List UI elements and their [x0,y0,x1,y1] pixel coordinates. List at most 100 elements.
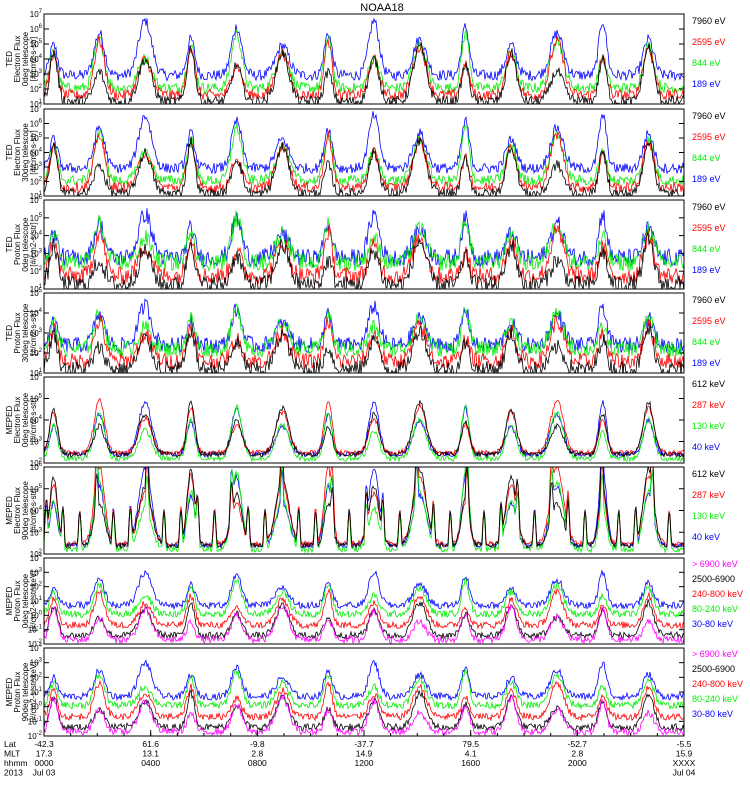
y-tick-label: 106 [30,195,43,205]
y-tick-label: 105 [30,39,43,49]
panel-4-legend-entry: 189 eV [692,358,721,368]
y-tick-label: 10-1 [28,625,43,635]
y-tick-label: 102 [30,549,43,559]
y-tick-label: 106 [30,119,43,129]
panel-1-series-black [44,41,684,104]
panel-1-ylabel-line: 0deg telescope [21,31,30,86]
panel-8-ylabel-line: 90deg telescope [21,662,30,721]
x-tick-label: -42.3 [34,739,54,749]
panel-4-ylabel-line: [#/cm2-s-str] [29,311,38,355]
panel-5-legend-entry: 40 keV [692,442,720,452]
panel-7-legend-entry: 2500-6900 [692,574,735,584]
x-tick-label: 1600 [461,758,480,768]
panel-1-ylabel-line: TED [5,51,14,67]
panel-8-series-green [44,668,684,711]
y-tick-label: 101 [30,687,43,697]
x-tick-label: 13.1 [142,749,159,759]
panel-8-ylabel-line: Proton Flux [13,672,22,713]
panel-2-legend-entry: 844 eV [692,153,721,163]
panel-2-legend-entry: 189 eV [692,174,721,184]
panel-2-ylabel-line: 30deg telescope [21,123,30,182]
panel-5-ylabel-line: [#/cm2-s-str] [29,398,38,442]
panel-2-legend-entry: 7960 eV [692,111,726,121]
panel-4-ylabel-line: TED [5,325,14,341]
y-tick-label: 104 [30,415,43,425]
panel-6-ylabel-line: 90deg telescope [21,481,30,540]
y-tick-label: 102 [30,84,43,94]
panel-7-series-red [44,588,684,630]
y-tick-label: 105 [30,133,43,143]
y-tick-label: 101 [30,596,43,606]
panel-4-traces [44,298,684,373]
panel-8-series-blue [44,659,684,702]
y-tick-label: 10-1 [28,716,43,726]
panel-7: 10-2 10-1 100 101 102 103 104 MEPED Proton Flux 0… [5,553,743,649]
y-tick-label: 103 [30,527,43,537]
panel-2-series-blue [44,111,684,175]
panel-7-legend-entry: 80-240 keV [692,604,738,614]
panel-4-ylabel-line: Proton Flux [13,313,22,354]
panel-1: 101 102 103 104 105 106 107 TED Electron Flux 0de… [5,9,726,109]
x-tick-label: -52.7 [568,739,588,749]
y-tick-label: 105 [30,213,43,223]
chart-title: NOAA18 [360,2,403,14]
panel-2-frame [43,108,685,197]
panel-7-ylabel-line: 0deg telescope [21,573,30,628]
x-tick-label: -5.5 [677,739,692,749]
panel-6-ylabel-line: Electron Flux [13,487,22,534]
y-tick-label: 101 [30,368,43,378]
panels-group: 101 102 103 104 105 106 107 TED Electron Flux 0de… [5,9,743,741]
x-tick-label: Jul 04 [673,768,696,778]
x-tick-label: -37.7 [354,739,374,749]
panel-7-series-magenta [44,603,684,644]
y-tick-label: 105 [30,484,43,494]
panel-6-series-black [44,467,684,550]
y-tick-label: 103 [30,658,43,668]
panel-2-series-red [44,129,684,194]
x-tick-label: 0400 [141,758,160,768]
panel-4: 101 102 103 104 105 TED Proton Flux 30deg teles… [5,288,726,378]
panel-4-frame [43,292,685,374]
panel-3-series-black [44,232,684,289]
panel-7-ylabel-line: Proton Flux [13,581,22,622]
y-tick-label: 10-2 [28,731,43,741]
y-tick-label: 107 [30,9,43,19]
panel-6-traces [44,467,684,554]
panel-5-series-black [44,399,684,459]
x-tick-label: Jul 03 [33,768,56,778]
x-tick-label: 2.8 [251,749,263,759]
y-tick-label: 103 [30,162,43,172]
x-tick-label: 4.1 [465,749,477,759]
panel-6-ylabel-line: [#/cm2-s-str] [29,488,38,532]
x-row-label: MLT [4,749,20,759]
panel-1-series-red [44,35,684,102]
y-tick-label: 104 [30,231,43,241]
y-tick-label: 101 [30,191,43,201]
panel-4-legend-entry: 7960 eV [692,295,726,305]
x-tick-label: 0800 [248,758,267,768]
panel-7-legend-entry: 30-80 keV [692,619,733,629]
panel-5-legend-entry: 612 keV [692,379,725,389]
panel-6-legend-entry: 130 keV [692,511,725,521]
panel-5-ylabel-line: MEPED [5,406,14,435]
panel-8-legend-entry: 30-80 keV [692,709,733,719]
panel-1-traces [44,17,684,104]
panel-8-series-black [44,689,684,733]
panel-8-ylabel-line: [#/cm2-s-str-keV] [29,662,38,723]
panel-8-ylabel-line: MEPED [5,678,14,707]
y-tick-label: 106 [30,372,43,382]
panel-5-traces [44,397,684,463]
panel-3-legend-entry: 189 eV [692,265,721,275]
x-tick-label: 14.9 [356,749,373,759]
panel-2-legend-entry: 2595 eV [692,132,726,142]
panel-1-series-green [44,28,684,95]
panel-2-series-black [44,136,684,196]
y-tick-label: 101 [30,284,43,294]
x-tick-label: 0000 [35,758,54,768]
panel-7-traces [44,569,684,644]
panel-2-ylabel-line: Electron Flux [13,129,22,176]
y-tick-label: 107 [30,104,43,114]
panel-1-legend-entry: 189 eV [692,79,721,89]
panel-2-traces [44,111,684,196]
